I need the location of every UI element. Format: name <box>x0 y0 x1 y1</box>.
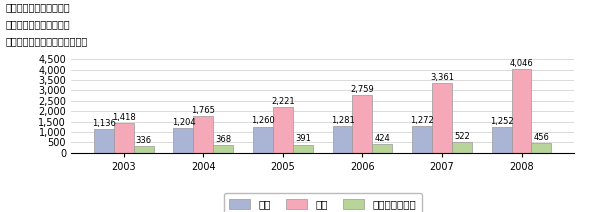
Text: 1,272: 1,272 <box>410 116 434 125</box>
Bar <box>273 107 293 153</box>
Text: 1,765: 1,765 <box>191 106 215 115</box>
Text: 3,361: 3,361 <box>430 73 454 82</box>
Bar <box>253 127 273 153</box>
Text: 424: 424 <box>374 134 390 143</box>
Text: 1,136: 1,136 <box>92 119 116 128</box>
Bar <box>114 123 134 153</box>
Text: （インターネット：百万契約）: （インターネット：百万契約） <box>6 36 88 46</box>
Bar <box>372 144 392 153</box>
Bar <box>173 128 194 153</box>
Text: 1,260: 1,260 <box>251 116 275 126</box>
Bar <box>333 126 352 153</box>
Text: 4,046: 4,046 <box>510 59 533 68</box>
Bar <box>194 116 213 153</box>
Text: 2,759: 2,759 <box>350 85 374 94</box>
Bar <box>412 126 432 153</box>
Bar <box>452 142 472 153</box>
Legend: 固定, 移動, インターネット: 固定, 移動, インターネット <box>224 193 422 212</box>
Text: 522: 522 <box>454 132 469 141</box>
Bar <box>432 83 452 153</box>
Text: （固定電話：百万契約）: （固定電話：百万契約） <box>6 2 70 12</box>
Text: （移動電話：百万契約）: （移動電話：百万契約） <box>6 19 70 29</box>
Bar <box>94 129 114 153</box>
Bar <box>511 69 532 153</box>
Text: 368: 368 <box>215 135 231 144</box>
Bar <box>293 145 313 153</box>
Bar <box>532 143 551 153</box>
Text: 1,204: 1,204 <box>172 118 195 127</box>
Bar <box>492 127 511 153</box>
Text: 1,252: 1,252 <box>490 117 513 126</box>
Text: 1,281: 1,281 <box>331 116 355 125</box>
Bar <box>352 95 372 153</box>
Text: 391: 391 <box>295 134 311 144</box>
Bar <box>213 145 233 153</box>
Text: 336: 336 <box>136 136 152 145</box>
Text: 456: 456 <box>533 133 549 142</box>
Text: 2,221: 2,221 <box>271 96 295 106</box>
Text: 1,418: 1,418 <box>112 113 136 122</box>
Bar <box>134 146 153 153</box>
